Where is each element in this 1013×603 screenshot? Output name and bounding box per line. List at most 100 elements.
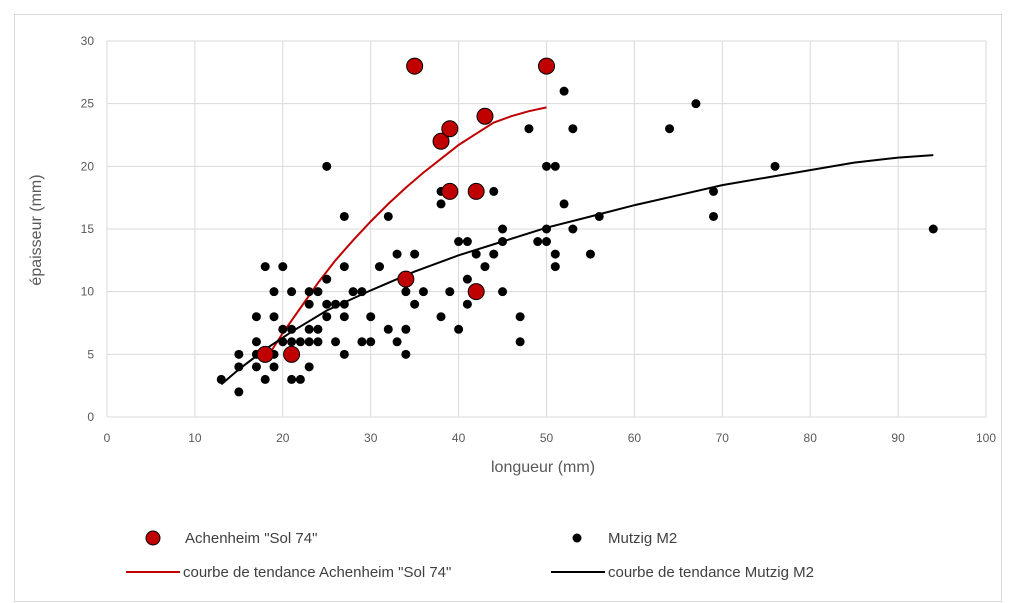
point-mutzig xyxy=(542,161,551,171)
x-tick-labels: 0 10 20 30 40 50 60 70 80 90 100 xyxy=(104,431,997,445)
point-mutzig xyxy=(550,262,560,272)
point-mutzig xyxy=(234,349,244,359)
point-mutzig xyxy=(401,324,411,334)
y-tick-label: 0 xyxy=(87,410,94,424)
point-mutzig xyxy=(322,299,332,309)
point-mutzig xyxy=(322,274,332,284)
point-mutzig xyxy=(287,324,297,334)
point-mutzig xyxy=(489,186,499,196)
point-mutzig xyxy=(401,287,411,297)
point-mutzig xyxy=(304,337,314,347)
point-mutzig xyxy=(313,337,323,347)
y-tick-label: 25 xyxy=(81,97,95,111)
data-points xyxy=(216,57,938,397)
y-tick-labels: 0 5 10 15 20 25 30 xyxy=(81,34,95,424)
point-mutzig xyxy=(278,262,288,272)
point-mutzig xyxy=(287,337,297,347)
point-mutzig xyxy=(928,224,938,234)
y-tick-label: 20 xyxy=(81,159,95,173)
point-mutzig xyxy=(216,374,226,384)
point-mutzig xyxy=(770,161,780,171)
point-mutzig xyxy=(585,249,595,259)
x-tick-label: 20 xyxy=(276,431,290,445)
point-achenheim xyxy=(432,132,450,150)
legend-marker-achenheim xyxy=(145,530,161,546)
point-mutzig xyxy=(568,124,578,134)
point-mutzig xyxy=(418,287,428,297)
point-mutzig xyxy=(524,124,534,134)
point-mutzig xyxy=(304,299,314,309)
x-tick-label: 100 xyxy=(976,431,996,445)
point-mutzig xyxy=(269,362,279,372)
point-mutzig xyxy=(287,374,297,384)
point-mutzig xyxy=(339,211,349,221)
x-axis-title: longueur (mm) xyxy=(491,459,595,476)
point-achenheim xyxy=(467,283,485,301)
point-mutzig xyxy=(568,224,578,234)
point-mutzig xyxy=(480,262,490,272)
point-mutzig xyxy=(498,237,508,247)
point-mutzig xyxy=(383,211,393,221)
point-mutzig xyxy=(260,262,270,272)
point-mutzig xyxy=(313,287,323,297)
legend-label-achenheim: Achenheim "Sol 74" xyxy=(185,530,317,547)
point-achenheim xyxy=(256,345,274,363)
point-mutzig xyxy=(357,287,367,297)
point-mutzig xyxy=(331,299,341,309)
trendlines xyxy=(220,106,934,386)
point-mutzig xyxy=(462,299,472,309)
point-mutzig xyxy=(357,337,367,347)
point-mutzig xyxy=(287,287,297,297)
point-mutzig xyxy=(322,312,332,322)
x-tick-label: 60 xyxy=(628,431,642,445)
point-achenheim xyxy=(476,107,494,125)
point-mutzig xyxy=(559,86,569,96)
point-mutzig xyxy=(410,299,420,309)
point-achenheim xyxy=(397,270,415,288)
point-achenheim xyxy=(283,345,301,363)
point-mutzig xyxy=(542,237,551,247)
point-mutzig xyxy=(498,224,508,234)
point-mutzig xyxy=(550,249,560,259)
x-tick-label: 0 xyxy=(104,431,111,445)
point-mutzig xyxy=(295,337,305,347)
point-mutzig xyxy=(542,224,551,234)
point-mutzig xyxy=(594,211,604,221)
x-tick-label: 80 xyxy=(804,431,818,445)
y-tick-label: 10 xyxy=(81,285,95,299)
point-achenheim xyxy=(406,57,424,75)
legend-marker-mutzig xyxy=(572,533,582,543)
point-achenheim xyxy=(441,120,459,138)
point-mutzig xyxy=(471,249,481,259)
point-mutzig xyxy=(339,312,349,322)
x-tick-label: 70 xyxy=(716,431,730,445)
point-mutzig xyxy=(515,312,525,322)
point-mutzig xyxy=(234,362,244,372)
point-mutzig xyxy=(260,374,270,384)
point-mutzig xyxy=(462,274,472,284)
x-tick-label: 40 xyxy=(452,431,466,445)
y-tick-label: 5 xyxy=(87,347,94,361)
point-mutzig xyxy=(278,337,288,347)
point-mutzig xyxy=(339,349,349,359)
point-mutzig xyxy=(251,337,261,347)
point-mutzig xyxy=(533,237,543,247)
y-tick-label: 30 xyxy=(81,34,95,48)
legend: Achenheim "Sol 74" Mutzig M2 courbe de t… xyxy=(126,530,814,581)
legend-label-trend-mutzig: courbe de tendance Mutzig M2 xyxy=(608,564,814,581)
x-tick-label: 50 xyxy=(540,431,554,445)
point-mutzig xyxy=(436,312,446,322)
point-mutzig xyxy=(278,324,288,334)
point-mutzig xyxy=(709,186,719,196)
point-mutzig xyxy=(234,387,244,397)
point-mutzig xyxy=(462,237,472,247)
point-mutzig xyxy=(251,362,261,372)
point-mutzig xyxy=(489,249,499,259)
chart-frame xyxy=(14,14,1002,602)
y-tick-label: 15 xyxy=(81,222,95,236)
point-mutzig xyxy=(392,337,402,347)
point-mutzig xyxy=(269,287,279,297)
point-mutzig xyxy=(322,161,332,171)
point-mutzig xyxy=(383,324,393,334)
